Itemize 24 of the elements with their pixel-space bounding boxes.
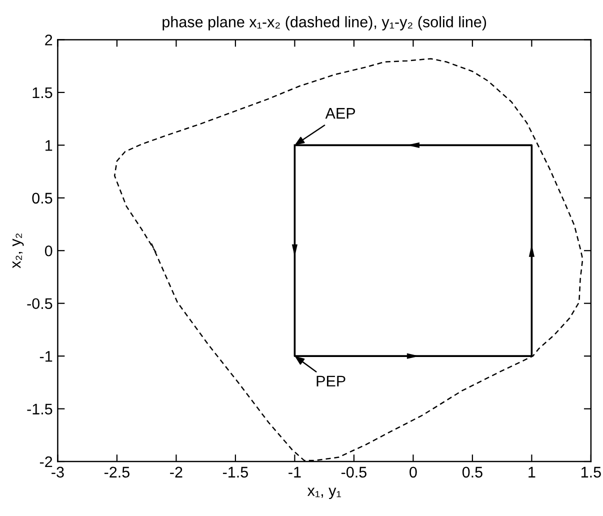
x-tick-label: -2.5 xyxy=(104,466,130,478)
x-tick-label: -1.5 xyxy=(222,466,248,478)
x-tick-label: -3 xyxy=(52,466,64,478)
y-tick-label: 1.5 xyxy=(32,87,52,98)
x-tick-label: -1 xyxy=(288,466,301,478)
x-tick-label: 0.5 xyxy=(462,466,482,478)
x-axis-title: x₁, y₁ xyxy=(307,488,341,500)
y-axis-title: x₂, y₂ xyxy=(12,234,24,268)
annotation: PEP xyxy=(316,376,346,386)
chart-title: phase plane x₁-x₂ (dashed line), y₁-y₂ (solid line) xyxy=(162,16,486,30)
y-tick-label: -2 xyxy=(40,456,52,468)
y-tick-label: 2 xyxy=(45,34,52,46)
x-tick-label: -2 xyxy=(170,466,182,478)
x-tick-label: -0.5 xyxy=(341,466,366,478)
annotation: AEP xyxy=(325,108,356,119)
x-tick-label: 1 xyxy=(528,466,536,478)
x-tick-label: 1.5 xyxy=(581,466,601,478)
y-tick-label: 1 xyxy=(46,140,52,151)
x-tick-label: 0 xyxy=(410,466,417,478)
y-tick-label: 0 xyxy=(44,245,52,256)
y-tick-label: -0.5 xyxy=(27,298,52,310)
y-tick-label: 0.5 xyxy=(32,192,52,204)
y-tick-label: -1 xyxy=(40,351,52,362)
y-tick-label: -1.5 xyxy=(27,404,52,414)
